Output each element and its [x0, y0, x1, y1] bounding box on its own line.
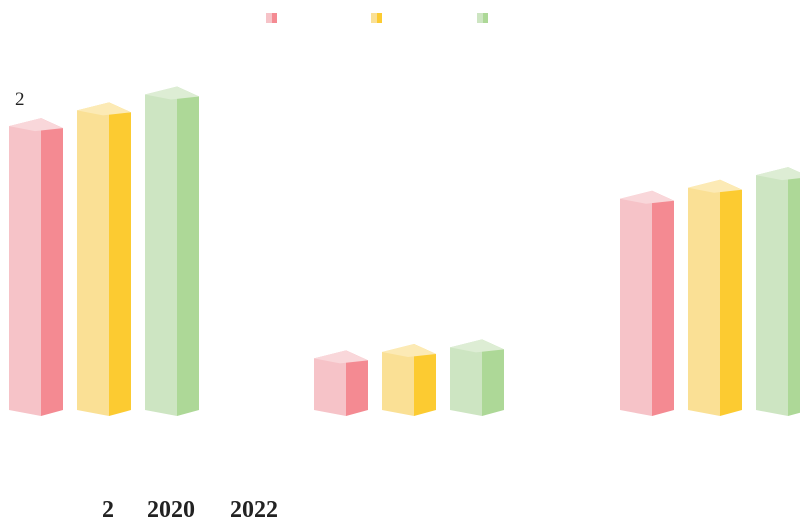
bar-front	[145, 86, 177, 417]
legend-swatch-3	[477, 13, 488, 23]
bar-side	[41, 118, 63, 417]
legend-swatch-front	[371, 13, 377, 23]
bar-top	[77, 102, 131, 116]
bar-group-1-series-1	[9, 118, 63, 417]
bar-group-2-series-1	[314, 350, 368, 416]
bar-top	[620, 190, 674, 204]
bar-top	[450, 339, 504, 353]
bar-group-2-series-3	[450, 339, 504, 416]
bar-side	[788, 167, 800, 416]
bar-group-3-series-3	[756, 167, 800, 416]
bar-group-1-series-2	[77, 102, 131, 416]
legend-swatch-side	[272, 13, 277, 23]
bar-top	[382, 344, 436, 358]
bar-side	[652, 190, 674, 416]
bottom-label-1: 2	[102, 497, 114, 523]
bar-front	[450, 339, 482, 416]
bar-side	[414, 344, 436, 416]
legend-swatch-side	[483, 13, 488, 23]
bar-side	[482, 339, 504, 416]
y-tick-label: 2	[15, 89, 25, 110]
bar-top	[314, 350, 368, 364]
bar-top	[9, 118, 63, 132]
legend	[266, 13, 488, 23]
bar-top	[756, 167, 800, 181]
bar-front	[620, 190, 652, 416]
bar-front	[314, 350, 346, 416]
bar-front	[382, 344, 414, 416]
bar-group-2-series-2	[382, 344, 436, 416]
legend-swatch-2	[371, 13, 382, 23]
bottom-label-3: 2022	[230, 497, 278, 523]
bar-top	[688, 179, 742, 193]
bar-side	[177, 86, 199, 417]
bar-side	[720, 179, 742, 416]
bar-front	[756, 167, 788, 416]
bar-group-1-series-3	[145, 86, 199, 417]
bottom-label-2: 2020	[147, 497, 195, 523]
bars-layer	[9, 86, 800, 417]
legend-swatch-front	[266, 13, 272, 23]
bar-group-3-series-2	[688, 179, 742, 416]
legend-swatch-side	[377, 13, 382, 23]
bar-side	[346, 350, 368, 416]
legend-swatch-1	[266, 13, 277, 23]
bar-side	[109, 102, 131, 416]
bar-front	[77, 102, 109, 416]
bar-group-3-series-1	[620, 190, 674, 416]
bar-front	[688, 179, 720, 416]
legend-swatch-front	[477, 13, 483, 23]
bar-top	[145, 86, 199, 100]
bar-front	[9, 118, 41, 417]
